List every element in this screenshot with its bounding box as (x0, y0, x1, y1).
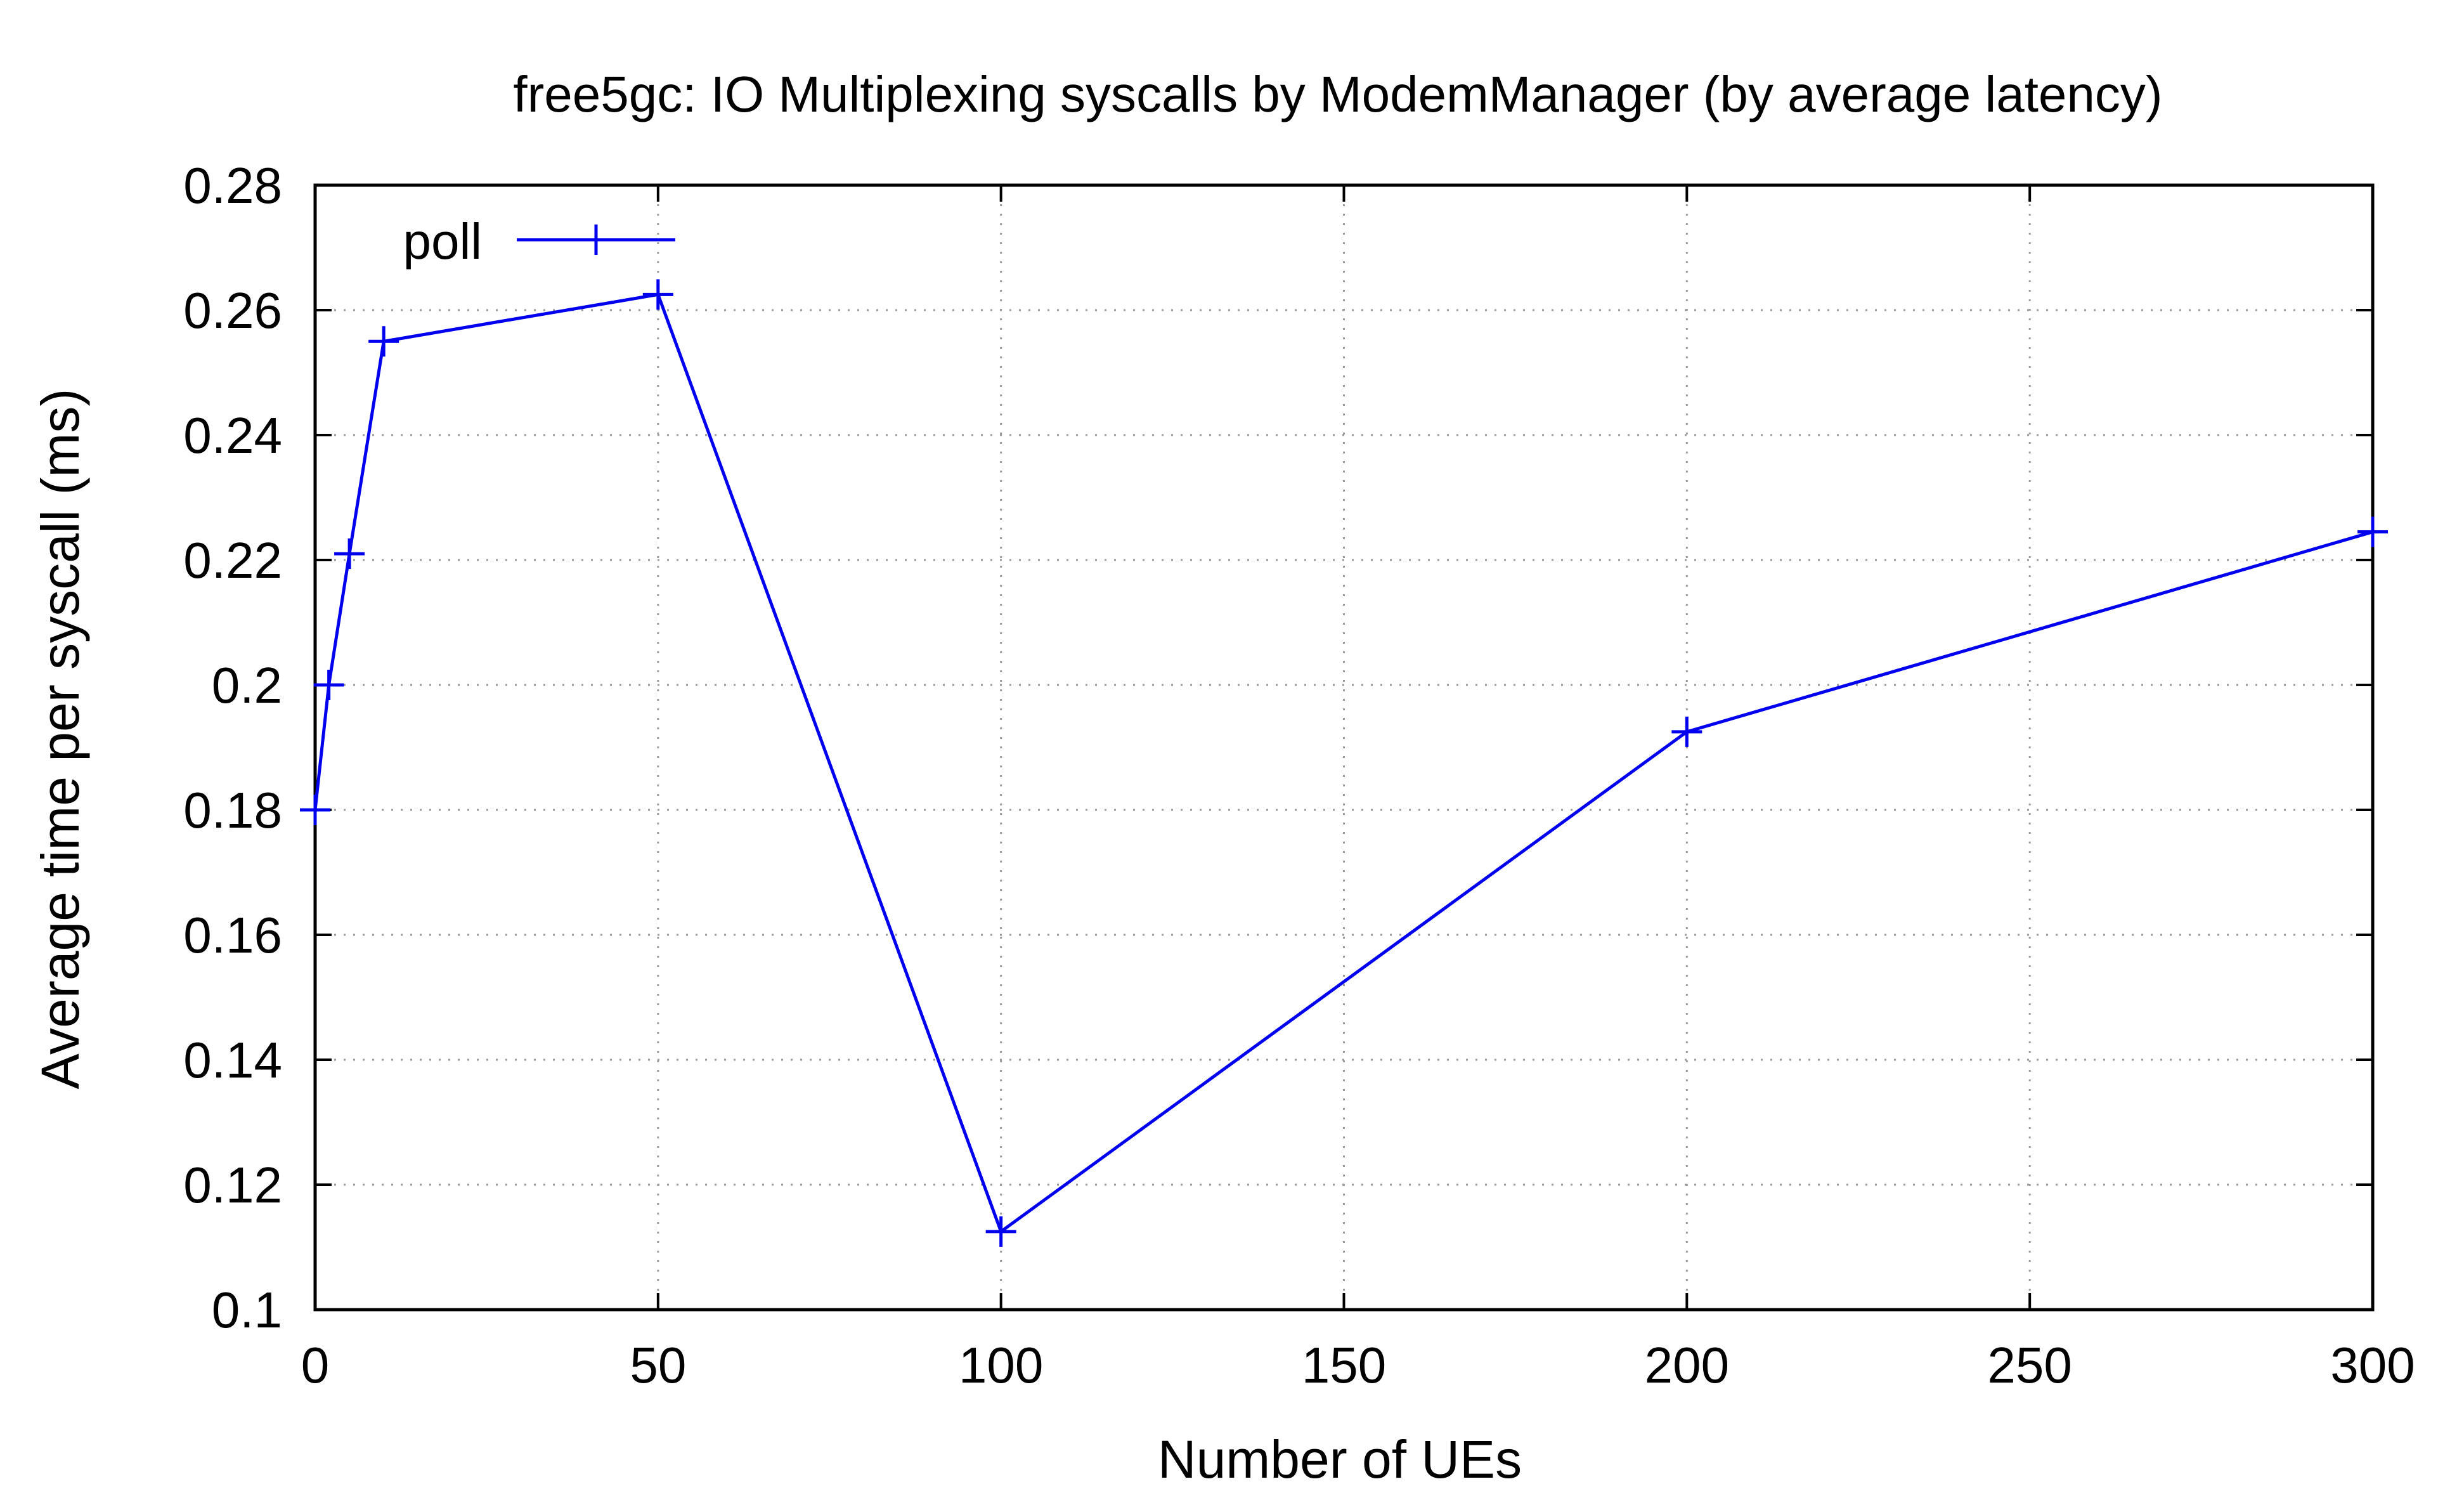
y-tick-labels: 0.1 0.12 0.14 0.16 0.18 0.2 0.22 0.24 0.26 0.28 (183, 157, 282, 1338)
x-axis-title: Number of UEs (1158, 1430, 1522, 1489)
y-tick-label: 0.18 (183, 782, 282, 838)
x-tick-label: 200 (1645, 1337, 1729, 1393)
data-point (642, 279, 673, 310)
y-tick-label: 0.14 (183, 1032, 282, 1088)
y-tick-label: 0.2 (212, 657, 282, 713)
legend-sample-poll (517, 225, 675, 255)
x-tick-label: 0 (301, 1337, 330, 1393)
y-tick-label: 0.16 (183, 907, 282, 963)
y-tick-label: 0.1 (212, 1282, 282, 1338)
series-line-poll (313, 292, 2373, 1234)
y-tick-label: 0.26 (183, 282, 282, 339)
x-tick-label: 100 (959, 1337, 1043, 1393)
data-point (334, 538, 365, 570)
data-point (985, 1216, 1016, 1247)
data-point (300, 795, 330, 825)
data-point (313, 670, 344, 700)
x-tick-label: 150 (1302, 1337, 1386, 1393)
chart-title: free5gc: IO Multiplexing syscalls by Mod… (513, 66, 2162, 122)
x-tick-label: 300 (2330, 1337, 2415, 1393)
y-tick-label: 0.28 (183, 157, 282, 214)
legend: poll (403, 213, 675, 270)
data-point (1671, 716, 1702, 747)
y-tick-label: 0.22 (183, 532, 282, 589)
series (300, 279, 2388, 1247)
y-tick-label: 0.24 (183, 407, 282, 464)
data-point (2357, 516, 2388, 547)
plot-frame (313, 183, 2375, 1312)
grid (315, 185, 2373, 1310)
data-point (368, 326, 399, 357)
legend-label-poll: poll (403, 213, 482, 270)
x-tick-label: 50 (630, 1337, 686, 1393)
y-axis-title: Average time per syscall (ms) (30, 389, 90, 1090)
x-tick-label: 250 (1987, 1337, 2072, 1393)
x-tick-labels: 0 50 100 150 200 250 300 (301, 1337, 2415, 1393)
y-tick-label: 0.12 (183, 1157, 282, 1213)
